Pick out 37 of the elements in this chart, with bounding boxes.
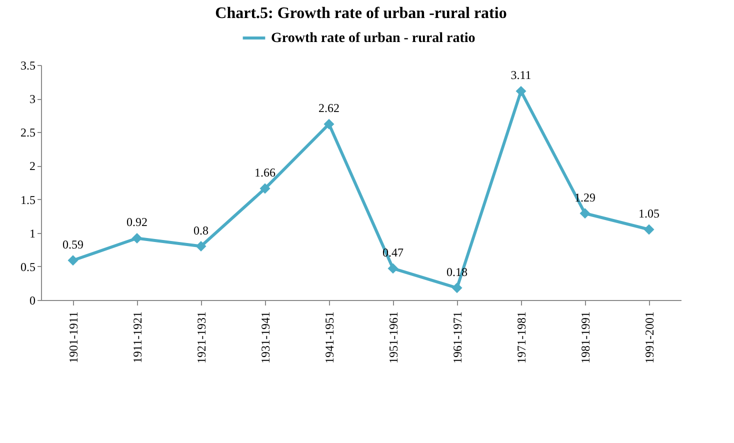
- x-tick-label: 1921-1931: [194, 312, 208, 364]
- point: [68, 255, 78, 266]
- data-label: 2.62: [318, 101, 340, 116]
- point: [644, 224, 654, 235]
- y-tick-label: 3: [30, 92, 36, 106]
- x-tick-label: 1991-2001: [642, 312, 656, 364]
- y-tick-label: 0: [30, 294, 36, 308]
- y-tick-label: 1.5: [20, 192, 36, 207]
- x-tick-label: 1901-1911: [66, 312, 80, 364]
- point: [196, 241, 206, 252]
- x-tick-label: 1951-1961: [386, 312, 400, 364]
- point: [324, 118, 334, 130]
- point: [580, 208, 590, 219]
- point: [516, 86, 526, 96]
- x-tick-label: 1971-1981: [514, 312, 528, 364]
- data-label: 1.05: [638, 206, 660, 220]
- x-tick-label: 1961-1971: [450, 312, 464, 364]
- y-tick-label: 0.5: [20, 260, 36, 274]
- data-label: 0.92: [126, 215, 148, 230]
- x-tick-label: 1941-1951: [322, 312, 336, 364]
- point: [388, 263, 398, 274]
- point: [260, 183, 270, 194]
- point: [452, 282, 462, 294]
- x-tick-label: 1911-1921: [130, 312, 144, 364]
- y-tick-label: 1: [30, 226, 36, 240]
- data-label: 1.66: [254, 166, 276, 180]
- data-label: 3.11: [510, 68, 532, 82]
- data-label: 0.59: [62, 237, 84, 252]
- legend-label: Growth rate of urban - rural ratio: [271, 31, 476, 46]
- x-tick-label: 1931-1941: [258, 312, 272, 364]
- point: [132, 232, 142, 244]
- y-tick-label: 2.5: [20, 126, 36, 140]
- x-tick-label: 1981-1991: [578, 312, 592, 364]
- chart-title: Chart.5: Growth rate of urban -rural ratio: [215, 5, 507, 22]
- y-tick-label: 3.5: [20, 58, 36, 72]
- y-tick-label: 2: [30, 159, 36, 174]
- data-label: 0.8: [194, 223, 208, 238]
